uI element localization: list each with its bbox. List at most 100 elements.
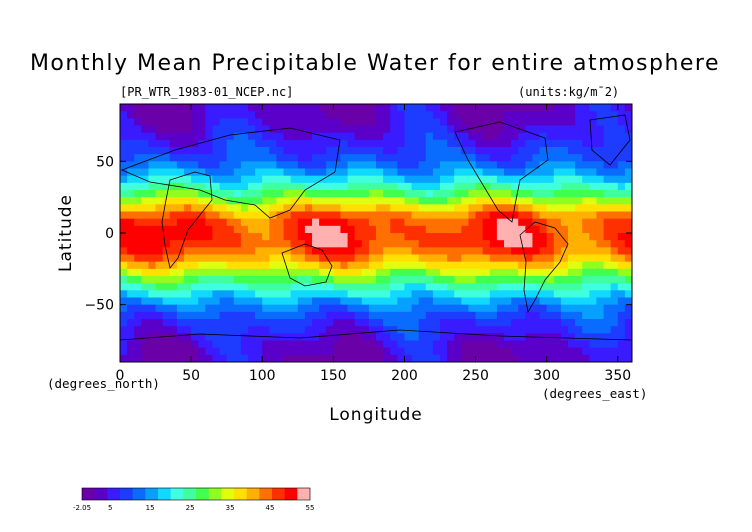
heatmap-cell	[475, 125, 484, 134]
heatmap-cell	[368, 161, 377, 170]
heatmap-cell	[539, 197, 548, 205]
heatmap-cell	[354, 197, 363, 205]
heatmap-cell	[162, 311, 171, 320]
heatmap-cell	[191, 254, 199, 263]
heatmap-cell	[454, 297, 462, 306]
heatmap-cell	[155, 218, 164, 227]
heatmap-cell	[368, 139, 377, 148]
heatmap-cell	[340, 154, 349, 162]
heatmap-cell	[134, 319, 142, 327]
heatmap-cell	[568, 139, 576, 148]
heatmap-cell	[525, 347, 534, 356]
heatmap-cell	[447, 311, 455, 320]
heatmap-cell	[240, 326, 249, 334]
heatmap-cell	[212, 240, 221, 248]
heatmap-cell	[233, 182, 242, 191]
heatmap-cell	[368, 354, 377, 362]
heatmap-cell	[397, 319, 406, 327]
heatmap-cell	[582, 319, 590, 327]
heatmap-cell	[454, 197, 462, 205]
heatmap-cell	[148, 175, 157, 184]
heatmap-cell	[596, 168, 605, 177]
heatmap-cell	[354, 297, 363, 306]
heatmap-cell	[326, 147, 334, 155]
heatmap-cell	[568, 111, 576, 119]
heatmap-cell	[120, 197, 128, 205]
heatmap-cell	[568, 233, 576, 241]
heatmap-cell	[340, 139, 349, 148]
heatmap-cell	[532, 254, 541, 263]
heatmap-cell	[482, 283, 491, 291]
heatmap-cell	[319, 240, 327, 248]
heatmap-cell	[240, 182, 249, 191]
heatmap-cell	[120, 347, 128, 356]
heatmap-cell	[233, 139, 242, 148]
heatmap-cell	[575, 319, 583, 327]
heatmap-cell	[482, 240, 491, 248]
heatmap-cell	[141, 225, 150, 234]
heatmap-cell	[518, 290, 526, 299]
heatmap-cell	[269, 218, 278, 227]
heatmap-cell	[127, 168, 135, 177]
heatmap-cell	[496, 132, 505, 141]
heatmap-cell	[575, 276, 583, 284]
heatmap-cell	[198, 319, 206, 327]
heatmap-cell	[539, 218, 548, 227]
heatmap-cell	[368, 333, 377, 342]
heatmap-cell	[155, 204, 164, 213]
heatmap-cell	[461, 240, 470, 248]
heatmap-cell	[624, 261, 632, 270]
heatmap-cell	[198, 147, 206, 155]
heatmap-cell	[347, 118, 356, 127]
heatmap-cell	[319, 118, 327, 127]
heatmap-cell	[304, 118, 313, 127]
heatmap-cell	[603, 240, 612, 248]
heatmap-cell	[624, 118, 632, 127]
heatmap-cell	[432, 290, 441, 299]
heatmap-cell	[432, 340, 441, 349]
heatmap-cell	[376, 268, 384, 277]
heatmap-cell	[553, 326, 562, 334]
heatmap-cell	[603, 204, 612, 213]
heatmap-cell	[440, 254, 448, 263]
heatmap-cell	[539, 175, 548, 184]
heatmap-cell	[155, 247, 164, 256]
heatmap-cell	[368, 132, 377, 141]
heatmap-cell	[504, 211, 512, 220]
heatmap-cell	[148, 139, 157, 148]
heatmap-cell	[447, 297, 455, 306]
heatmap-cell	[404, 290, 413, 299]
heatmap-cell	[525, 233, 534, 241]
heatmap-cell	[461, 354, 470, 362]
heatmap-cell	[447, 225, 455, 234]
heatmap-cell	[333, 240, 342, 248]
heatmap-cell	[304, 225, 313, 234]
heatmap-cell	[248, 147, 256, 155]
heatmap-cell	[155, 125, 164, 134]
heatmap-cell	[319, 182, 327, 191]
heatmap-cell	[575, 111, 583, 119]
heatmap-cell	[404, 218, 413, 227]
heatmap-cell	[489, 290, 498, 299]
heatmap-cell	[568, 340, 576, 349]
heatmap-cell	[425, 340, 434, 349]
heatmap-cell	[326, 225, 334, 234]
heatmap-cell	[127, 132, 135, 141]
heatmap-cell	[326, 182, 334, 191]
heatmap-cell	[404, 311, 413, 320]
heatmap-cell	[418, 233, 427, 241]
heatmap-cell	[553, 225, 562, 234]
heatmap-cell	[504, 304, 512, 313]
heatmap-cell	[397, 111, 406, 119]
heatmap-cell	[248, 204, 256, 213]
heatmap-cell	[333, 261, 342, 270]
heatmap-cell	[347, 182, 356, 191]
heatmap-cell	[120, 218, 128, 227]
heatmap-cell	[397, 290, 406, 299]
heatmap-cell	[319, 211, 327, 220]
heatmap-cell	[447, 118, 455, 127]
heatmap-cell	[276, 147, 285, 155]
heatmap-cell	[120, 175, 128, 184]
heatmap-cell	[276, 204, 285, 213]
heatmap-cell	[504, 283, 512, 291]
